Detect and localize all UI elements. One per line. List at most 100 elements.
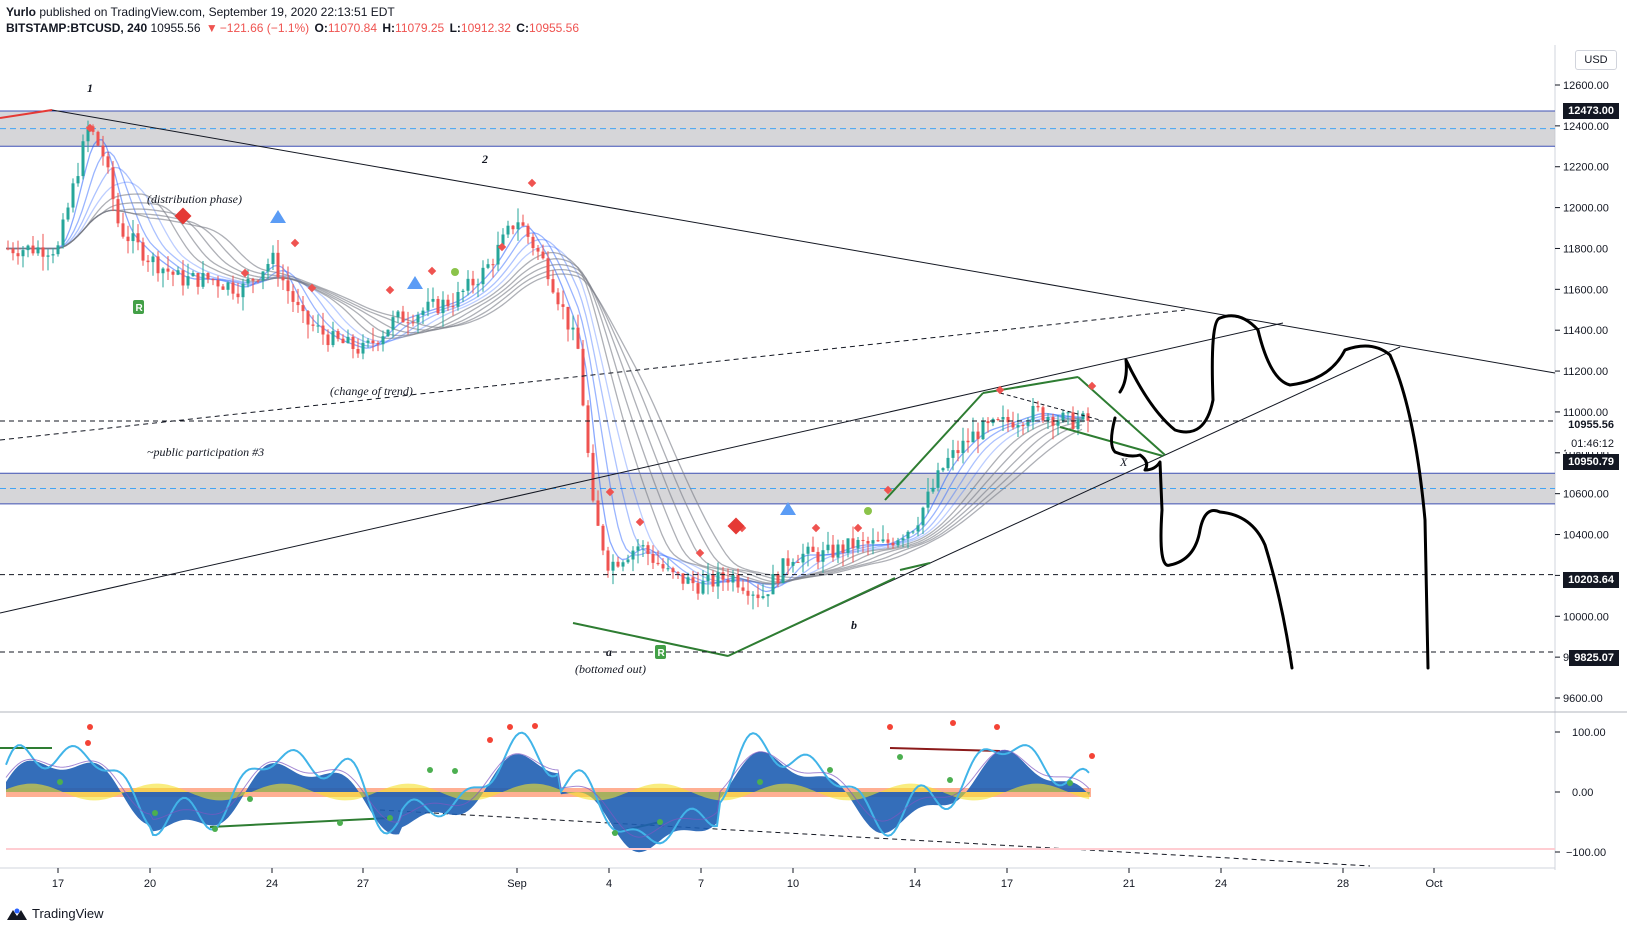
candle-body	[426, 301, 430, 311]
sell-signal-marker	[1087, 381, 1097, 391]
candle-body	[596, 500, 600, 526]
candle-body	[891, 542, 895, 546]
candle-body	[76, 176, 80, 184]
candle-body	[626, 559, 630, 563]
osc-red-dot	[887, 724, 893, 730]
candle-body	[576, 327, 580, 349]
candle-body	[136, 233, 140, 243]
candle-body	[541, 251, 545, 259]
osc-slow-line	[5, 749, 1090, 838]
time-tick-label: 10	[787, 878, 799, 890]
candle-body	[126, 236, 130, 242]
candle-body	[801, 553, 805, 563]
candle-body	[491, 264, 495, 266]
osc-green-dot	[247, 796, 253, 802]
candle-body	[556, 292, 560, 305]
time-tick-label: 28	[1337, 878, 1349, 890]
candle-body	[866, 541, 870, 544]
candle-body	[1046, 417, 1050, 421]
candle-body	[741, 587, 745, 591]
candle-body	[396, 311, 400, 318]
candle-body	[246, 278, 250, 284]
candle-body	[311, 324, 315, 326]
time-tick-label: 7	[698, 878, 704, 890]
candle-body	[906, 531, 910, 539]
ma-line-6	[6, 202, 1083, 584]
price-axis[interactable]: 12600.00 12400.00 12200.00 12000.00 11800.00…	[1555, 80, 1609, 705]
open-value: 11070.84	[327, 21, 378, 35]
oscillator-pane	[5, 720, 1555, 853]
candle-body	[161, 268, 165, 274]
ma-line-9	[6, 209, 1083, 579]
candle-body	[6, 248, 10, 250]
candlesticks	[6, 120, 1090, 610]
candle-body	[146, 260, 150, 263]
footer-brand[interactable]: TradingView	[6, 906, 104, 921]
high-value: 11079.25	[395, 21, 445, 35]
candle-body	[371, 340, 375, 344]
wave-a-label: a	[606, 645, 612, 659]
candle-body	[31, 245, 35, 254]
time-tick-label: Sep	[507, 878, 527, 890]
sell-signal-marker	[695, 548, 705, 558]
publisher-name[interactable]: Yurlo	[6, 5, 37, 19]
sell-signal-marker	[605, 487, 615, 497]
candle-body	[141, 242, 145, 261]
descending-resistance-line	[51, 109, 1556, 374]
candle-body	[981, 421, 985, 440]
ascending-line-long	[0, 322, 1284, 614]
sell-signal-marker	[497, 242, 507, 252]
candle-body	[621, 562, 625, 567]
candle-body	[616, 561, 620, 567]
sell-signal-marker	[635, 517, 645, 527]
close-label: C:	[516, 21, 529, 35]
candle-body	[101, 145, 105, 157]
candle-body	[966, 440, 970, 443]
sell-signal-marker	[307, 283, 317, 293]
green-dot-marker	[864, 507, 872, 515]
distribution-label: (distribution phase)	[147, 192, 242, 206]
osc-red-dot	[85, 740, 91, 746]
red-ray	[0, 109, 53, 119]
signal-markers: RR	[85, 123, 1097, 659]
candle-body	[236, 293, 240, 298]
candle-body	[291, 291, 295, 302]
candle-body	[546, 258, 550, 280]
osc-red-dot	[87, 724, 93, 730]
sell-signal-marker	[995, 385, 1005, 395]
candle-body	[36, 247, 40, 254]
buy-triangle-marker	[270, 210, 286, 223]
oscillator-axis[interactable]: 100.00 0.00 −100.00	[1555, 727, 1606, 859]
price-label-last: 10955.56	[1563, 417, 1619, 433]
currency-button[interactable]: USD	[1575, 50, 1617, 70]
price-tick-label: 10400.00	[1563, 530, 1609, 542]
candle-body	[256, 280, 260, 282]
time-tick-label: 24	[266, 878, 278, 890]
candle-body	[106, 156, 110, 168]
candle-body	[851, 538, 855, 549]
last-price: 10955.56	[150, 21, 201, 35]
time-tick-label: 24	[1215, 878, 1227, 890]
forecast-drawings	[1110, 314, 1430, 670]
candle-body	[216, 279, 220, 287]
candle-body	[1041, 407, 1045, 421]
candle-body	[686, 577, 690, 584]
symbol-label[interactable]: BITSTAMP:BTCUSD, 240	[6, 21, 148, 35]
change-arrow-icon: ▼	[205, 21, 218, 35]
candle-body	[1061, 412, 1065, 421]
osc-green-dot	[337, 820, 343, 826]
candle-body	[276, 252, 280, 278]
candle-body	[1076, 419, 1080, 429]
candle-body	[51, 254, 55, 256]
candle-body	[346, 336, 350, 344]
time-axis[interactable]: 17 20 24 27 Sep 4 7 10 14 17 21 24 28 Oct	[52, 868, 1443, 890]
low-value: 10912.32	[460, 21, 511, 35]
candle-body	[326, 334, 330, 346]
candle-body	[666, 568, 670, 570]
candle-body	[296, 301, 300, 306]
candle-body	[416, 315, 420, 323]
candle-body	[571, 327, 575, 330]
candle-body	[956, 450, 960, 454]
osc-red-dot	[487, 737, 493, 743]
